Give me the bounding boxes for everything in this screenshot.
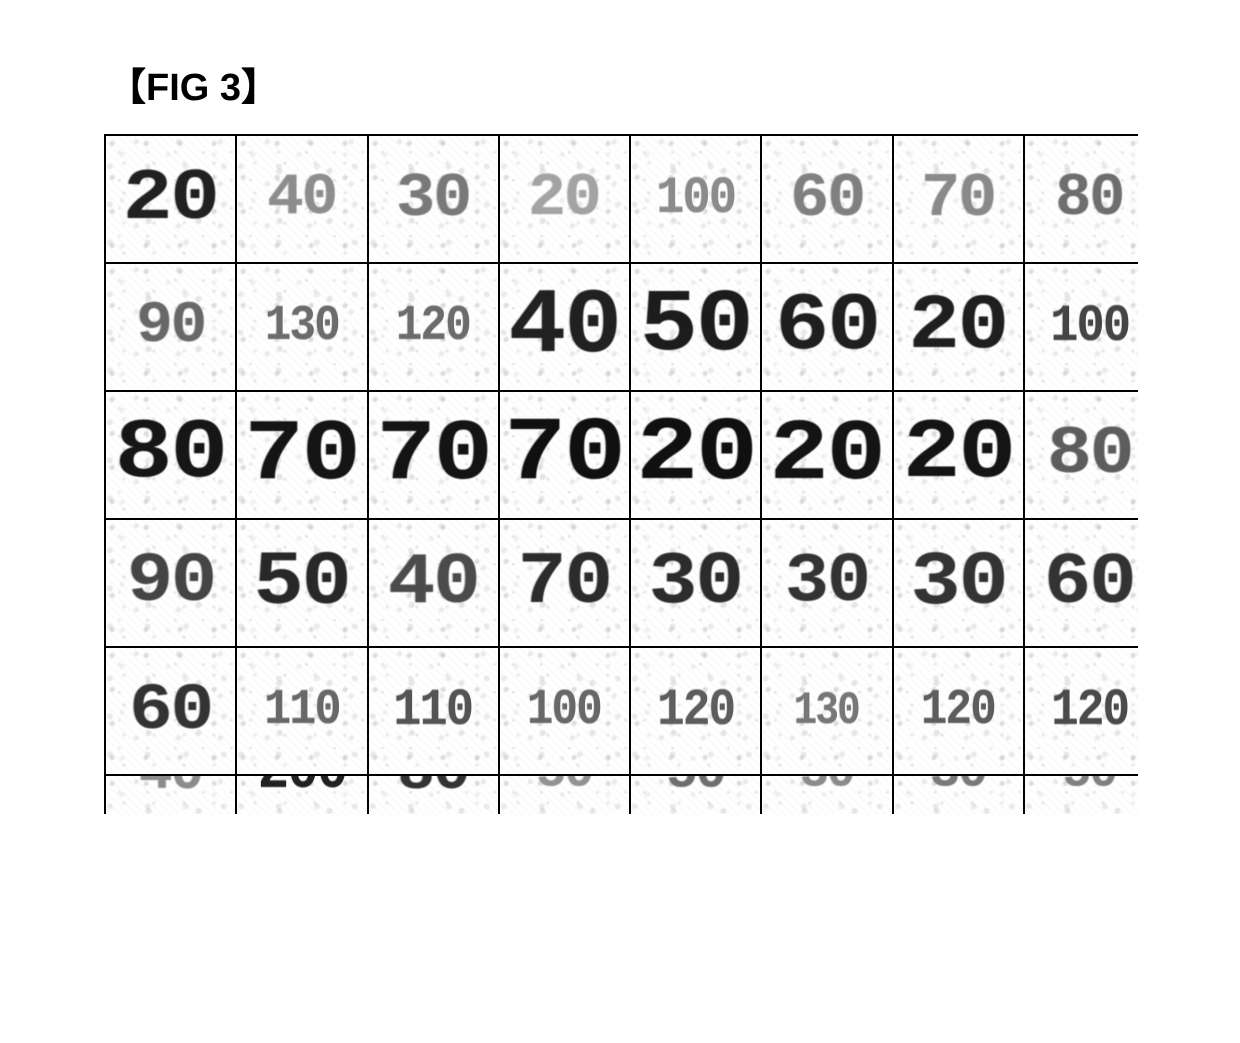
cell-value: 40 [267, 170, 336, 228]
cell-value: 20 [123, 163, 218, 235]
grid-cell: 20 [893, 263, 1024, 391]
grid-cell: 70 [368, 391, 499, 519]
cell-value: 200 [258, 775, 347, 802]
grid-cell: 120 [1024, 647, 1138, 775]
cell-value: 30 [396, 168, 470, 230]
cell-value: 20 [902, 413, 1013, 497]
cell-value: 30 [800, 775, 854, 798]
grid-cell: 50 [236, 519, 367, 647]
cell-value: 100 [656, 173, 735, 225]
cell-value: 110 [264, 686, 340, 736]
cell-value: 120 [657, 685, 734, 737]
grid-cell: 60 [105, 647, 236, 775]
grid-cell: 60 [1024, 519, 1138, 647]
grid-cell: 60 [761, 135, 892, 263]
grid-cell: 80 [105, 391, 236, 519]
cell-value: 60 [129, 678, 212, 744]
cell-value: 80 [397, 775, 468, 803]
cell-value: 20 [770, 412, 884, 498]
grid-cell: 50 [1024, 775, 1138, 814]
grid-cell: 40 [368, 519, 499, 647]
cell-value: 110 [394, 685, 473, 737]
cell-value: 70 [921, 168, 995, 230]
grid-cell: 20 [105, 135, 236, 263]
grid-cell: 20 [499, 135, 630, 263]
grid-cell: 30 [893, 519, 1024, 647]
cell-value: 120 [921, 686, 995, 736]
cell-value: 70 [245, 412, 359, 498]
grid-cell: 100 [499, 647, 630, 775]
grid-cell: 120 [893, 647, 1024, 775]
grid-cell: 20 [630, 391, 761, 519]
grid-cell: 50 [630, 775, 761, 814]
cell-value: 20 [529, 169, 600, 229]
grid-cell: 60 [761, 263, 892, 391]
cell-value: 40 [388, 547, 479, 619]
grid-cell: 70 [499, 391, 630, 519]
cell-value: 50 [666, 775, 724, 799]
grid-cell: 40 [499, 263, 630, 391]
cell-value: 30 [930, 775, 986, 799]
grid-cell: 130 [761, 647, 892, 775]
grid-cell: 80 [1024, 135, 1138, 263]
grid-cell: 120 [368, 263, 499, 391]
cell-value: 60 [1044, 547, 1135, 619]
grid-cell: 20 [893, 391, 1024, 519]
cell-value: 50 [1063, 775, 1117, 798]
cell-value: 40 [508, 281, 620, 373]
cell-value: 100 [527, 686, 601, 736]
grid-cell: 70 [893, 135, 1024, 263]
cell-value: 50 [254, 545, 350, 621]
cell-value: 40 [139, 775, 202, 801]
grid-cell: 100 [630, 135, 761, 263]
grid-cell: 30 [893, 775, 1024, 814]
cell-value: 70 [518, 546, 611, 620]
grid-cell: 40 [236, 135, 367, 263]
figure-page: 【FIG 3】 20403020100607080901301204050602… [0, 0, 1240, 1043]
cell-value: 60 [790, 168, 864, 230]
cell-value: 130 [265, 302, 339, 352]
grid-cell: 50 [499, 775, 630, 814]
cell-value: 20 [909, 288, 1008, 366]
grid-cell: 50 [630, 263, 761, 391]
grid-cell: 130 [236, 263, 367, 391]
grid-cell: 70 [499, 519, 630, 647]
grid-cell: 30 [761, 775, 892, 814]
grid-cell: 200 [236, 775, 367, 814]
grid-cell: 110 [236, 647, 367, 775]
grid-cell: 70 [236, 391, 367, 519]
cell-value: 70 [376, 412, 490, 498]
cell-value: 50 [640, 283, 752, 371]
grid-cell: 30 [630, 519, 761, 647]
grid-cell: 30 [368, 135, 499, 263]
cell-value: 20 [636, 410, 756, 500]
cell-value: 90 [136, 298, 205, 356]
grid-cell: 20 [761, 391, 892, 519]
cell-value: 30 [910, 545, 1006, 621]
cell-value: 70 [505, 410, 625, 500]
cell-value: 80 [1055, 169, 1123, 229]
cell-value: 100 [1050, 301, 1129, 353]
number-grid: 2040302010060708090130120405060201008070… [104, 134, 1138, 814]
grid-cell: 80 [1024, 391, 1138, 519]
grid-cell: 90 [105, 519, 236, 647]
cell-value: 30 [649, 546, 742, 620]
cell-value: 60 [775, 286, 879, 368]
grid-cell: 100 [1024, 263, 1138, 391]
cell-value: 120 [396, 302, 470, 352]
cell-value: 80 [1047, 421, 1132, 489]
cell-value: 30 [785, 548, 869, 618]
grid-cell: 30 [761, 519, 892, 647]
grid-cell: 110 [368, 647, 499, 775]
cell-value: 50 [536, 775, 592, 799]
grid-cell: 80 [368, 775, 499, 814]
grid-cell: 90 [105, 263, 236, 391]
cell-value: 80 [115, 413, 226, 497]
cell-value: 130 [794, 688, 859, 734]
cell-value: 90 [127, 548, 215, 618]
grid-cell: 40 [105, 775, 236, 814]
grid-cell: 120 [630, 647, 761, 775]
cell-value: 120 [1051, 685, 1128, 737]
figure-label: 【FIG 3】 [108, 56, 279, 111]
